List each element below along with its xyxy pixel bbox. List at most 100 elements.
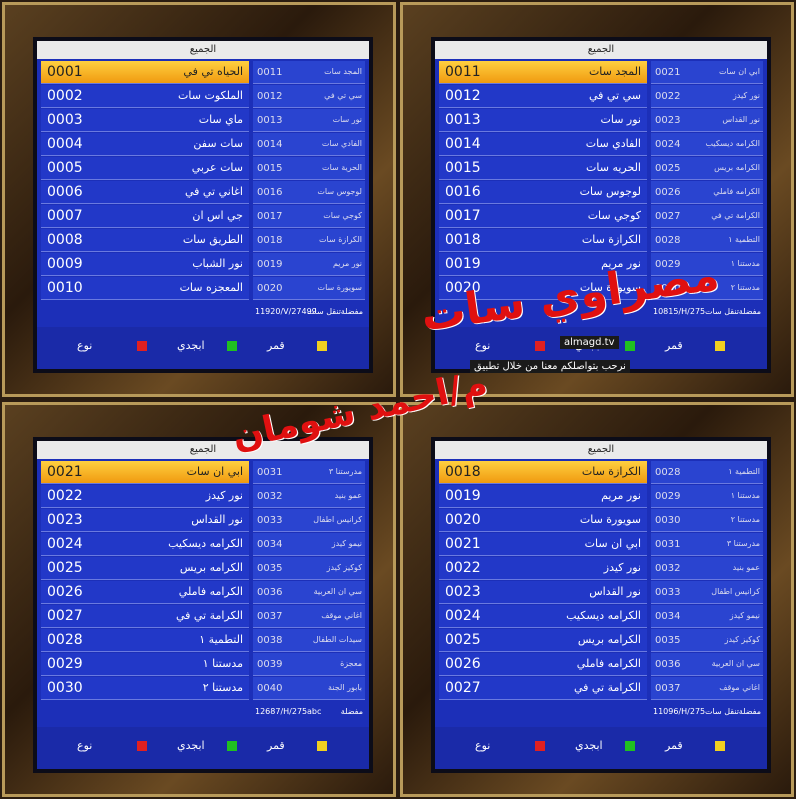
- channel-name: مدستنا ٢: [730, 515, 760, 524]
- side-channel-item: 0023 نور القداس: [651, 109, 763, 132]
- channel-item: 0016 لوجوس سات: [439, 181, 647, 204]
- channel-number: 0035: [655, 635, 681, 646]
- side-channel-item: 0036 سي ان العربية: [651, 653, 763, 676]
- side-channel-item: 0015 الحرية سات: [253, 157, 365, 180]
- channel-number: 0027: [655, 211, 681, 222]
- channel-name: الكرازة سات: [581, 465, 641, 478]
- channel-number: 0008: [47, 232, 83, 248]
- channel-item: 0025 الكرامه بريس: [41, 557, 249, 580]
- channel-number: 0027: [47, 608, 83, 624]
- side-channel-item: 0016 لوجوس سات: [253, 181, 365, 204]
- channel-number: 0014: [257, 139, 283, 150]
- channel-item: 0021 ابي ان سات: [439, 533, 647, 556]
- channel-name: نور القداس: [191, 513, 243, 526]
- channel-item: 0026 الكرامه فاملي: [439, 653, 647, 676]
- yellow-key: [317, 341, 327, 351]
- channel-row: 0019 نور مريم 0029 مدستنا ١: [435, 253, 767, 277]
- channel-number: 0028: [47, 632, 83, 648]
- channel-row: 0009 نور الشباب 0019 نور مريم: [37, 253, 369, 277]
- channel-number: 0037: [257, 611, 283, 622]
- channel-name: نور كيدز: [732, 91, 760, 100]
- red-key: [535, 341, 545, 351]
- button-label: ابجدي: [177, 339, 205, 352]
- channel-name: كرانيس اطفال: [711, 587, 760, 596]
- channel-name: سويورة سات: [317, 283, 362, 292]
- channel-name: الحريه سات: [586, 161, 641, 174]
- side-channel-item: 0037 اغاني موقف: [253, 605, 365, 628]
- channel-number: 0012: [445, 88, 481, 104]
- channel-name: نور كيدز: [603, 561, 641, 574]
- channel-name: الكرامة تي في: [573, 681, 641, 694]
- channel-name: الفادي سات: [321, 139, 362, 148]
- side-channel-item: 0028 التطمية ١: [651, 229, 763, 252]
- channel-name: مدرستنا ٣: [328, 467, 362, 476]
- channel-row: 0021 ابي ان سات 0031 مدرستنا ٣: [37, 461, 369, 485]
- channel-number: 0027: [445, 680, 481, 696]
- channel-name: الكرامه فاملي: [713, 187, 760, 196]
- channel-number: 0009: [47, 256, 83, 272]
- channel-item: 0024 الكرامه ديسكيب: [41, 533, 249, 556]
- channel-row: 0003 ماي سات 0013 نور سات: [37, 109, 369, 133]
- button-label: قمر: [267, 739, 285, 752]
- yellow-key: [715, 741, 725, 751]
- channel-number: 0016: [445, 184, 481, 200]
- channel-name: مدستنا ١: [730, 259, 760, 268]
- channel-number: 0029: [47, 656, 83, 672]
- channel-name: المجد سات: [588, 65, 641, 78]
- channel-number: 0006: [47, 184, 83, 200]
- channel-name: سات عربي: [191, 161, 243, 174]
- red-key: [535, 741, 545, 751]
- side-channel-item: 0027 الكرامة تي في: [651, 205, 763, 228]
- channel-name: الكرامة تي في: [711, 211, 760, 220]
- channel-number: 0021: [47, 464, 83, 480]
- side-channel-item: 0019 نور مريم: [253, 253, 365, 276]
- channel-row: 0001 الحياه تي في 0011 المجد سات: [37, 61, 369, 85]
- channel-number: 0039: [257, 659, 283, 670]
- channel-name: جي اس ان: [192, 209, 243, 222]
- channel-name: الطريق سات: [182, 233, 243, 246]
- channel-row: 0027 الكرامة تي في 0037 اغاني موقف: [435, 677, 767, 701]
- favorite-label: مفضلة: [738, 707, 761, 716]
- channel-row: 0028 التطمية ١ 0038 سيدات الطفال: [37, 629, 369, 653]
- channel-name: الكرامه فاملي: [576, 657, 641, 670]
- channel-number: 0029: [655, 491, 681, 502]
- button-bar: نوع ابجدي قمر: [435, 727, 767, 769]
- channel-item: 0001 الحياه تي في: [41, 61, 249, 84]
- channel-item: 0008 الطريق سات: [41, 229, 249, 252]
- channel-number: 0040: [257, 683, 283, 694]
- channel-item: 0006 اغاني تي في: [41, 181, 249, 204]
- side-channel-item: 0020 سويورة سات: [253, 277, 365, 300]
- side-channel-item: 0034 نيمو كيدز: [253, 533, 365, 556]
- channel-name: الكرامه ديسكيب: [566, 609, 641, 622]
- tv-screen: الجميع 0021 ابي ان سات 0031 مدرستنا ٣ 0022 نور…: [33, 437, 373, 773]
- side-channel-item: 0033 كرانيس اطفال: [651, 581, 763, 604]
- transponder-info: 11920/V/27499 تنقل سات مفضلة: [253, 303, 365, 323]
- channel-name: مدرستنا ٣: [726, 539, 760, 548]
- url-text: almagd.tv: [560, 336, 619, 349]
- channel-name: كوجي سات: [587, 209, 641, 222]
- channel-item: 0019 نور مريم: [439, 253, 647, 276]
- channel-item: 0013 نور سات: [439, 109, 647, 132]
- channel-number: 0021: [655, 67, 681, 78]
- channel-item: 0004 سات سفن: [41, 133, 249, 156]
- channel-number: 0022: [655, 91, 681, 102]
- channel-row: 0010 المعجزه سات 0020 سويورة سات: [37, 277, 369, 301]
- channel-name: الكرامه ديسكيب: [168, 537, 243, 550]
- side-channel-item: 0040 بابور الجنة: [253, 677, 365, 700]
- screen-photo: الجميع 0021 ابي ان سات 0031 مدرستنا ٣ 0022 نور…: [2, 402, 396, 797]
- channel-name: سيدات الطفال: [312, 635, 362, 644]
- channel-number: 0028: [655, 467, 681, 478]
- side-channel-item: 0030 مدستنا ٢: [651, 509, 763, 532]
- channel-row: 0006 اغاني تي في 0016 لوجوس سات: [37, 181, 369, 205]
- channel-number: 0025: [445, 632, 481, 648]
- channel-name: الكرامه ديسكيب: [705, 139, 760, 148]
- channel-row: 0015 الحريه سات 0025 الكرامه بريس: [435, 157, 767, 181]
- channel-item: 0026 الكرامه فاملي: [41, 581, 249, 604]
- favorite-label: مفضلة: [340, 307, 363, 316]
- channel-number: 0022: [445, 560, 481, 576]
- channel-number: 0024: [47, 536, 83, 552]
- channel-number: 0005: [47, 160, 83, 176]
- channel-row: 0018 الكرازة سات 0028 التطمية ١: [435, 229, 767, 253]
- channel-number: 0015: [257, 163, 283, 174]
